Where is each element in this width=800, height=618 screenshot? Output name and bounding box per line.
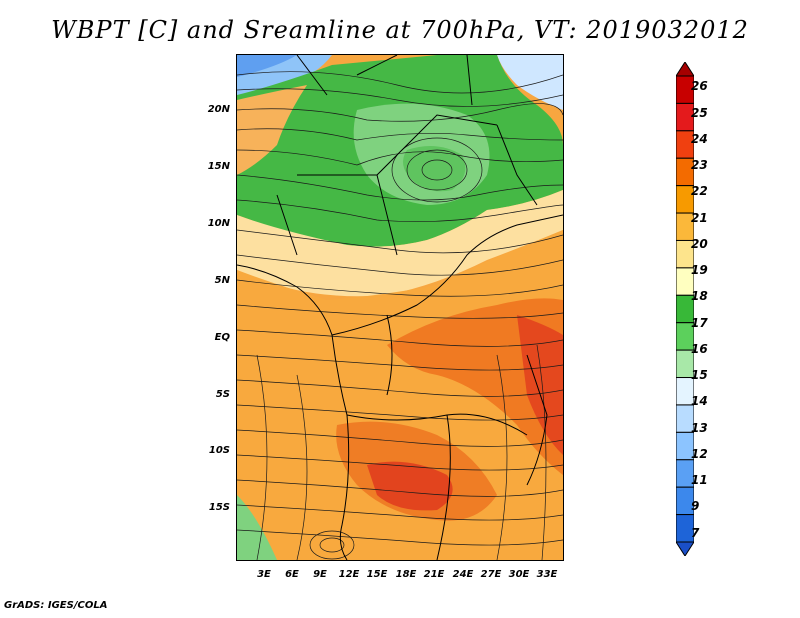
wbpt-streamline-map	[237, 55, 563, 560]
colorbar-label-16: 16	[691, 342, 708, 356]
x-tick-33e: 33E	[536, 569, 558, 580]
colorbar-label-22: 22	[691, 184, 708, 198]
streamlines	[237, 71, 563, 560]
y-tick-15n: 15N	[207, 161, 230, 172]
colorbar-label-12: 12	[691, 447, 708, 461]
y-tick-10s: 10S	[208, 445, 230, 456]
y-tick-5s: 5S	[215, 389, 230, 400]
y-tick-20n: 20N	[207, 104, 230, 115]
x-tick-3e: 3E	[257, 569, 271, 580]
colorbar-label-15: 15	[691, 368, 708, 382]
colorbar-label-24: 24	[691, 132, 708, 146]
colorbar-label-19: 19	[691, 263, 708, 277]
map-title: WBPT [C] and Sreamline at 700hPa, VT: 20…	[51, 16, 749, 44]
colorbar-graphic	[676, 62, 694, 556]
map-plot-area	[236, 54, 564, 561]
x-tick-15e: 15E	[366, 569, 388, 580]
pale-yellow-band	[237, 190, 563, 297]
y-tick-10n: 10N	[207, 218, 230, 229]
colorbar-label-26: 26	[691, 79, 708, 93]
x-tick-6e: 6E	[285, 569, 299, 580]
y-tick-5n: 5N	[214, 275, 230, 286]
colorbar-label-11: 11	[691, 473, 708, 487]
x-tick-12e: 12E	[338, 569, 360, 580]
x-tick-27e: 27E	[480, 569, 502, 580]
x-tick-9e: 9E	[313, 569, 327, 580]
colorbar-label-21: 21	[691, 211, 708, 225]
warm-patch-west	[237, 85, 307, 175]
x-tick-30e: 30E	[508, 569, 530, 580]
colorbar-label-17: 17	[691, 316, 708, 330]
colorbar-label-7: 7	[691, 526, 700, 540]
hot-core-east	[517, 315, 563, 455]
x-tick-21e: 21E	[423, 569, 445, 580]
cold-core-nw	[237, 55, 297, 77]
colorbar	[676, 62, 694, 556]
colorbar-label-18: 18	[691, 289, 708, 303]
colorbar-label-25: 25	[691, 106, 708, 120]
colorbar-segment	[676, 62, 694, 77]
warm-region-east	[387, 298, 563, 475]
cyclone-core	[403, 146, 466, 192]
x-tick-24e: 24E	[452, 569, 474, 580]
colorbar-label-23: 23	[691, 158, 708, 172]
cool-patch-sw	[237, 495, 277, 560]
colorbar-label-20: 20	[691, 237, 708, 251]
colorbar-label-13: 13	[691, 421, 708, 435]
cool-region-ne	[497, 55, 563, 110]
y-tick-eq: EQ	[214, 332, 230, 343]
colorbar-segment	[676, 541, 694, 556]
footer-credit: GrADS: IGES/COLA	[4, 600, 108, 611]
hot-core-south	[367, 461, 453, 511]
x-tick-18e: 18E	[395, 569, 417, 580]
country-borders	[237, 55, 563, 560]
colorbar-label-9: 9	[691, 499, 700, 513]
colorbar-label-14: 14	[691, 394, 708, 408]
y-tick-15s: 15S	[208, 502, 230, 513]
